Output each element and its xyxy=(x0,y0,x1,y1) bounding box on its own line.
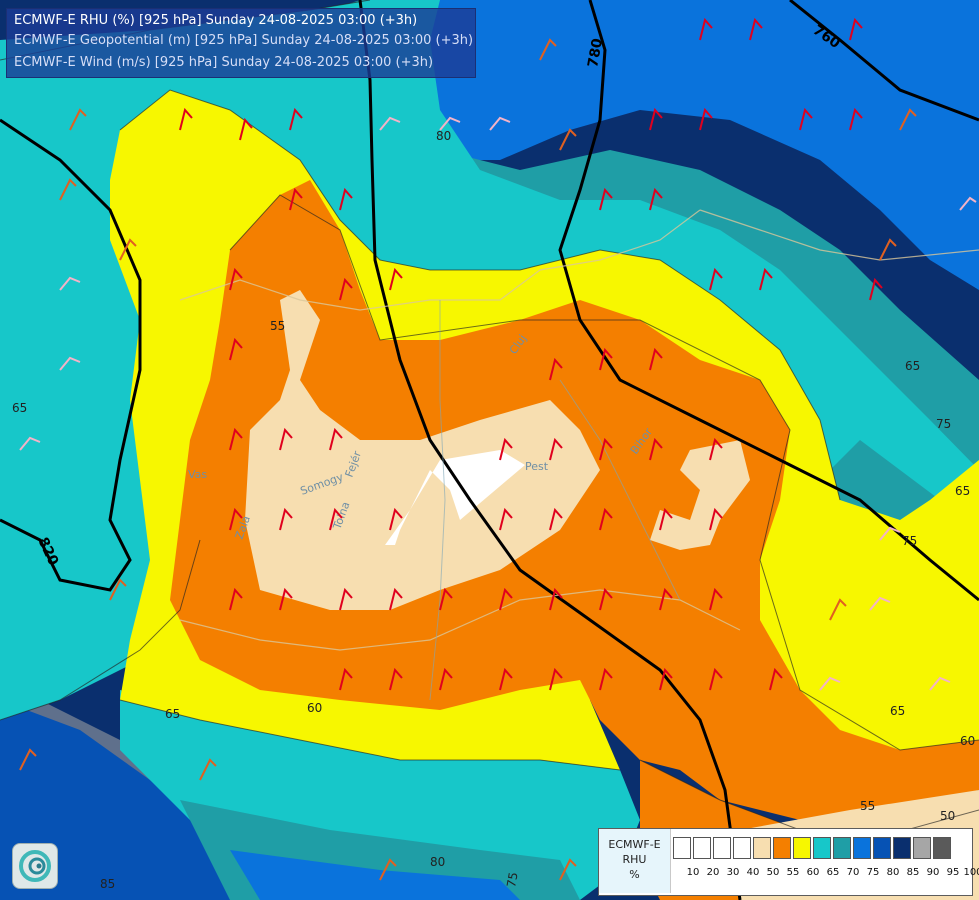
rhu-contour-label: 75 xyxy=(504,871,520,888)
legend-swatch xyxy=(893,837,911,859)
legend-swatch xyxy=(673,837,691,859)
legend-tick-label: 40 xyxy=(746,867,760,878)
rhu-contour-label: 55 xyxy=(270,319,285,333)
meteo-swirl-logo xyxy=(12,843,58,889)
legend-tick-label: 85 xyxy=(906,867,920,878)
rhu-contour-label: 80 xyxy=(430,855,445,869)
geopotential-label: 780 xyxy=(585,37,606,69)
geopotential-line-780 xyxy=(558,0,979,602)
legend-swatch xyxy=(793,837,811,859)
legend-tick-label: 100 xyxy=(963,867,979,878)
legend-tick-label: 70 xyxy=(846,867,860,878)
legend-model: ECMWF-E xyxy=(608,838,661,851)
rhu-contour-label: 75 xyxy=(902,534,917,548)
legend-swatch xyxy=(773,837,791,859)
legend-title: ECMWF-E RHU % xyxy=(599,829,671,893)
legend-swatch xyxy=(813,837,831,859)
rhu-contour-label: 65 xyxy=(890,704,905,718)
legend-swatch xyxy=(713,837,731,859)
legend-tick-label: 60 xyxy=(806,867,820,878)
legend-tick-label: 20 xyxy=(706,867,720,878)
legend-tick-label: 65 xyxy=(826,867,840,878)
legend-tick-label: 50 xyxy=(766,867,780,878)
legend-tick-label: 75 xyxy=(866,867,880,878)
legend-swatch xyxy=(913,837,931,859)
geopotential-line-820 xyxy=(0,118,142,592)
legend-swatch xyxy=(873,837,891,859)
rhu-contour-label: 60 xyxy=(307,701,322,715)
geopotential-line-800 xyxy=(358,0,742,900)
legend-tick-label: 90 xyxy=(926,867,940,878)
rhu-legend: ECMWF-E RHU % 10 20 30 40 50 55 60 65 70 75 80 85 90… xyxy=(598,828,979,896)
rhu-contour-label: 65 xyxy=(12,401,27,415)
map-title-panel: ECMWF-E RHU (%) [925 hPa] Sunday 24-08-2… xyxy=(6,8,476,78)
legend-swatch xyxy=(693,837,711,859)
rhu-contour-label: 65 xyxy=(165,707,180,721)
rhu-band-80-s xyxy=(230,850,520,900)
rhu-contour-label: 65 xyxy=(905,359,920,373)
legend-swatch xyxy=(853,837,871,859)
legend-swatch xyxy=(833,837,851,859)
rhu-contour-label: 80 xyxy=(436,129,451,143)
geopotential-title: ECMWF-E Geopotential (m) [925 hPa] Sunda… xyxy=(14,33,474,48)
rhu-contour-label: 75 xyxy=(936,417,951,431)
legend-swatch xyxy=(933,837,951,859)
rhu-band-55 xyxy=(245,290,600,610)
legend-swatch xyxy=(733,837,751,859)
rhu-title: ECMWF-E RHU (%) [925 hPa] Sunday 24-08-2… xyxy=(14,13,418,28)
legend-tick-label: 10 xyxy=(686,867,700,878)
rhu-contour-label: 60 xyxy=(960,734,975,748)
legend-tick-label: 80 xyxy=(886,867,900,878)
legend-variable: RHU xyxy=(622,853,647,866)
legend-tick-label: 55 xyxy=(786,867,800,878)
legend-tick-label: 30 xyxy=(726,867,740,878)
place-label: Vas xyxy=(188,468,207,481)
legend-swatch xyxy=(753,837,771,859)
rhu-contour-label: 85 xyxy=(100,877,115,891)
rhu-contour-label: 50 xyxy=(940,809,955,823)
legend-tick-label: 95 xyxy=(946,867,960,878)
wind-title: ECMWF-E Wind (m/s) [925 hPa] Sunday 24-0… xyxy=(14,55,434,70)
place-label: Pest xyxy=(525,460,549,473)
legend-unit: % xyxy=(629,868,640,881)
rhu-band-85-sw xyxy=(0,700,240,900)
rhu-band-55-east xyxy=(650,440,750,550)
geopotential-line-760 xyxy=(789,0,979,122)
rhu-contour-label: 65 xyxy=(955,484,970,498)
rhu-band-50 xyxy=(385,450,525,545)
rhu-contour-label: 55 xyxy=(860,799,875,813)
